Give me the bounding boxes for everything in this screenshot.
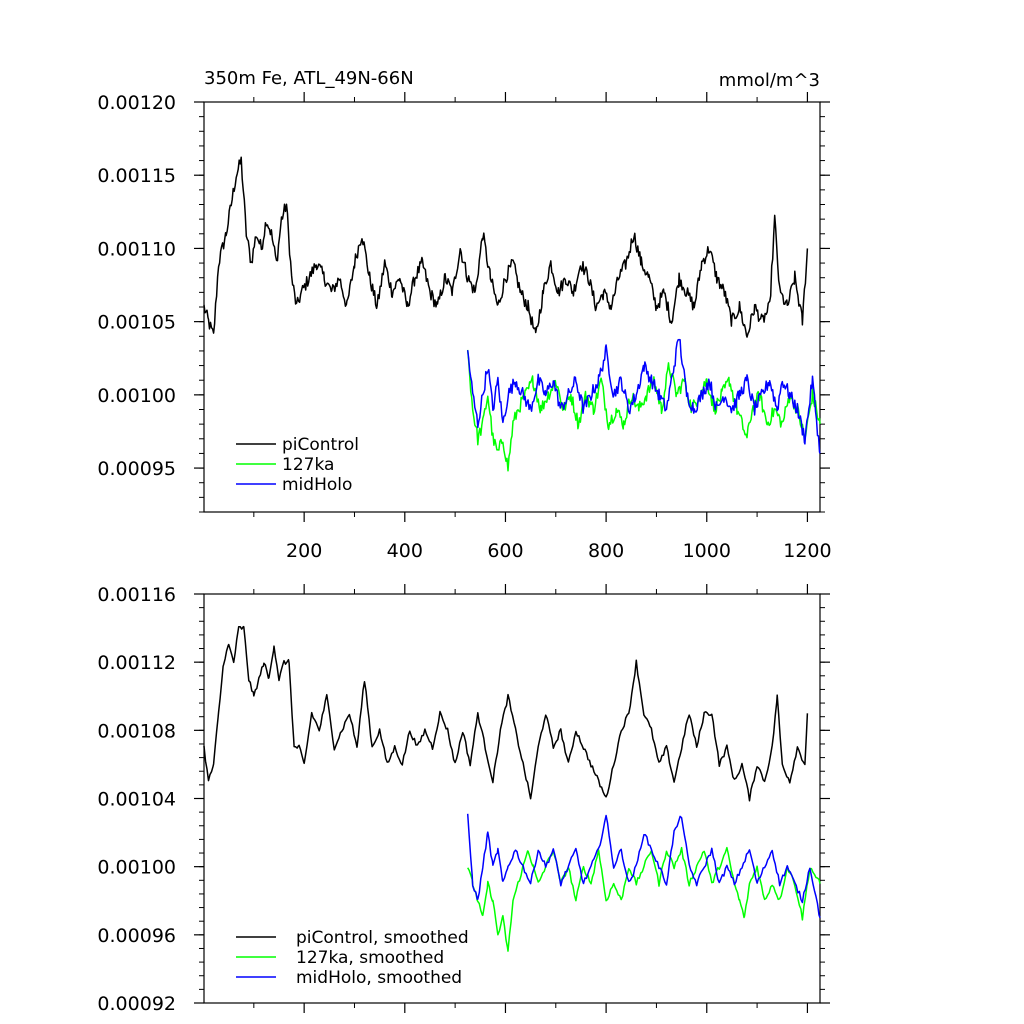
legend-label-0: piControl [282, 435, 359, 455]
y-tick-label: 0.00112 [97, 652, 176, 674]
legend-label-2: midHolo [282, 475, 352, 495]
x-tick-label: 1000 [683, 540, 731, 562]
series-line-0 [203, 156, 809, 338]
x-tick-label: 1200 [783, 540, 831, 562]
legend-label-1: 127ka [282, 455, 334, 475]
y-tick-label: 0.00104 [97, 789, 176, 811]
legend-label-2: midHolo, smoothed [296, 968, 462, 988]
bottom-panel: 0.00092 0.00096 0.00100 0.00104 0.00108 0.001… [97, 584, 830, 1015]
legend-label-1: 127ka, smoothed [296, 948, 444, 968]
y-tick-label: 0.00110 [97, 238, 176, 260]
y-tick-label: 0.00120 [97, 92, 176, 114]
y-tick-label: 0.00115 [97, 165, 176, 187]
y-tick-label: 0.00116 [97, 584, 176, 606]
x-tick-label: 200 [286, 540, 322, 562]
y-tick-label: 0.00105 [97, 312, 176, 334]
y-tick-label: 0.00092 [97, 993, 176, 1015]
y-tick-label: 0.00100 [97, 857, 176, 879]
series-line-1 [467, 846, 821, 952]
series-line-2 [466, 813, 821, 919]
y-tick-label: 0.00108 [97, 720, 176, 742]
x-tick-label: 400 [387, 540, 423, 562]
y-tick-label: 0.00096 [97, 925, 176, 947]
series-line-2 [466, 338, 821, 454]
x-tick-label: 600 [487, 540, 523, 562]
top-panel: 350m Fe, ATL_49N-66N mmol/m^3 0.00095 0.0… [97, 68, 831, 562]
y-tick-label: 0.00095 [97, 458, 176, 480]
y-tick-label: 0.00100 [97, 385, 176, 407]
series-line-0 [203, 625, 809, 802]
units-label: mmol/m^3 [719, 70, 820, 91]
series-line-1 [466, 349, 821, 472]
x-tick-label: 800 [588, 540, 624, 562]
chart-title: 350m Fe, ATL_49N-66N [204, 68, 414, 89]
legend-label-0: piControl, smoothed [296, 928, 469, 948]
